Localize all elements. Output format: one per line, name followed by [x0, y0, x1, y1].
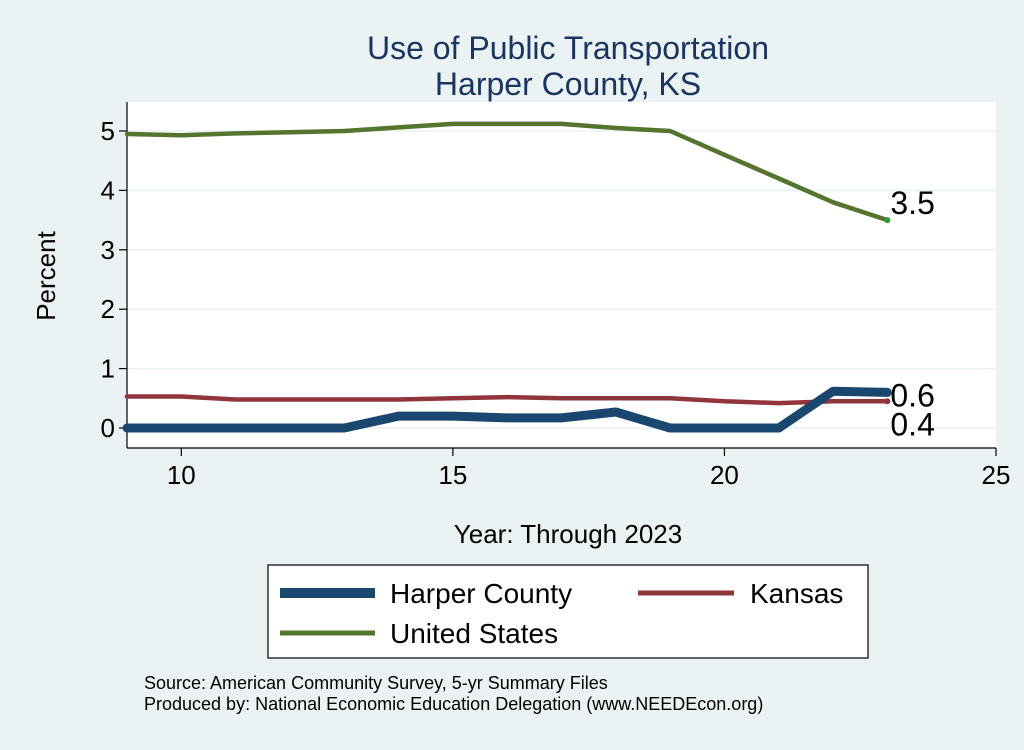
- x-tick-label: 20: [710, 460, 739, 490]
- y-tick-label: 2: [101, 294, 115, 324]
- y-axis-label: Percent: [31, 230, 61, 320]
- series-line-united-states: [124, 121, 890, 223]
- series-line-harper-county: [122, 386, 892, 433]
- series-line-kansas: [124, 394, 890, 406]
- legend-label-harper-county: Harper County: [390, 578, 572, 609]
- series-endpoint-united-states: [884, 217, 891, 224]
- series-endpoint-kansas: [884, 398, 891, 405]
- x-tick-label: 10: [167, 460, 196, 490]
- y-tick-label: 5: [101, 116, 115, 146]
- series-endpoint-harper-county: [884, 389, 891, 396]
- legend: Harper County Kansas United States: [267, 564, 869, 659]
- x-tick-label: 15: [438, 460, 467, 490]
- x-tick-label: 25: [982, 460, 1011, 490]
- producer-note: Produced by: National Economic Education…: [144, 694, 763, 714]
- y-tick-label: 0: [101, 413, 115, 443]
- y-tick-label: 3: [101, 235, 115, 265]
- end-label-harper-county: 0.6: [890, 377, 934, 413]
- chart-title-line2: Harper County, KS: [435, 66, 701, 102]
- y-tick-label: 1: [101, 354, 115, 384]
- y-tick-label: 4: [101, 175, 115, 205]
- legend-label-united-states: United States: [390, 618, 558, 649]
- end-label-united-states: 3.5: [890, 185, 934, 221]
- legend-box: [267, 564, 869, 659]
- x-axis-label: Year: Through 2023: [454, 519, 682, 549]
- source-note: Source: American Community Survey, 5-yr …: [144, 673, 608, 693]
- chart-title-line1: Use of Public Transportation: [367, 30, 769, 66]
- legend-label-kansas: Kansas: [750, 578, 843, 609]
- end-label-kansas: 0.4: [890, 406, 934, 442]
